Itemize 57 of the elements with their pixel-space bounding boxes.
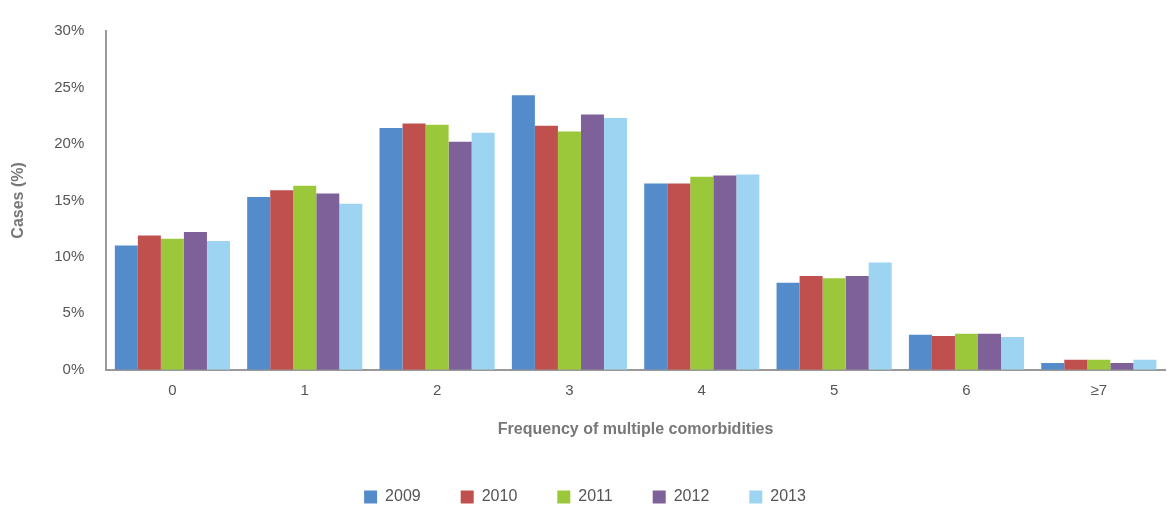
bar [160,238,184,370]
bar [471,132,495,370]
y-tick-label: 15% [54,190,85,208]
bar [954,333,978,370]
legend-label: 2012 [673,487,710,505]
bar [1001,337,1025,370]
x-tick-label: 2 [432,380,442,398]
x-tick-label: 5 [829,380,839,398]
bar [425,124,449,370]
bar [667,183,691,370]
x-tick-label: ≥7 [1090,380,1108,398]
bar [908,334,932,370]
legend-label: 2013 [770,487,806,505]
bar [644,183,668,370]
y-tick-label: 10% [54,247,85,265]
bar [183,232,207,370]
bar [247,197,271,370]
bar [534,125,558,370]
bar [603,117,628,370]
bar [580,114,604,370]
y-tick-label: 0% [62,359,85,377]
bar [206,241,230,370]
y-axis-title: Cases (%) [9,162,27,239]
bar [270,190,294,370]
x-axis-title: Frequency of multiple comorbidities [497,419,774,437]
bar [379,128,403,370]
bar [690,176,714,370]
y-tick-label: 5% [62,303,85,321]
bar [293,185,317,370]
bar [845,276,869,370]
legend-label: 2009 [385,487,421,505]
bar [316,193,340,370]
bar [977,333,1002,370]
x-tick-label: 4 [697,380,706,398]
bar [736,174,760,370]
bar [511,95,535,370]
bar [799,276,823,370]
bar [114,245,138,370]
bar [402,123,426,370]
y-tick-label: 30% [54,21,85,39]
y-tick-label: 20% [54,134,85,152]
legend-label: 2011 [578,487,613,505]
bar [557,131,581,370]
bar [137,235,161,370]
y-tick-label: 25% [54,77,85,95]
legend-label: 2010 [481,487,518,505]
x-tick-label: 6 [962,380,971,398]
bar [931,335,955,370]
bar [448,141,472,370]
bar [713,175,737,370]
x-tick-label: 0 [168,380,177,398]
bar [339,203,363,370]
bar [822,278,846,370]
bar [776,282,800,370]
bar [868,262,892,370]
x-tick-label: 3 [565,380,574,398]
x-tick-label: 1 [300,380,309,398]
